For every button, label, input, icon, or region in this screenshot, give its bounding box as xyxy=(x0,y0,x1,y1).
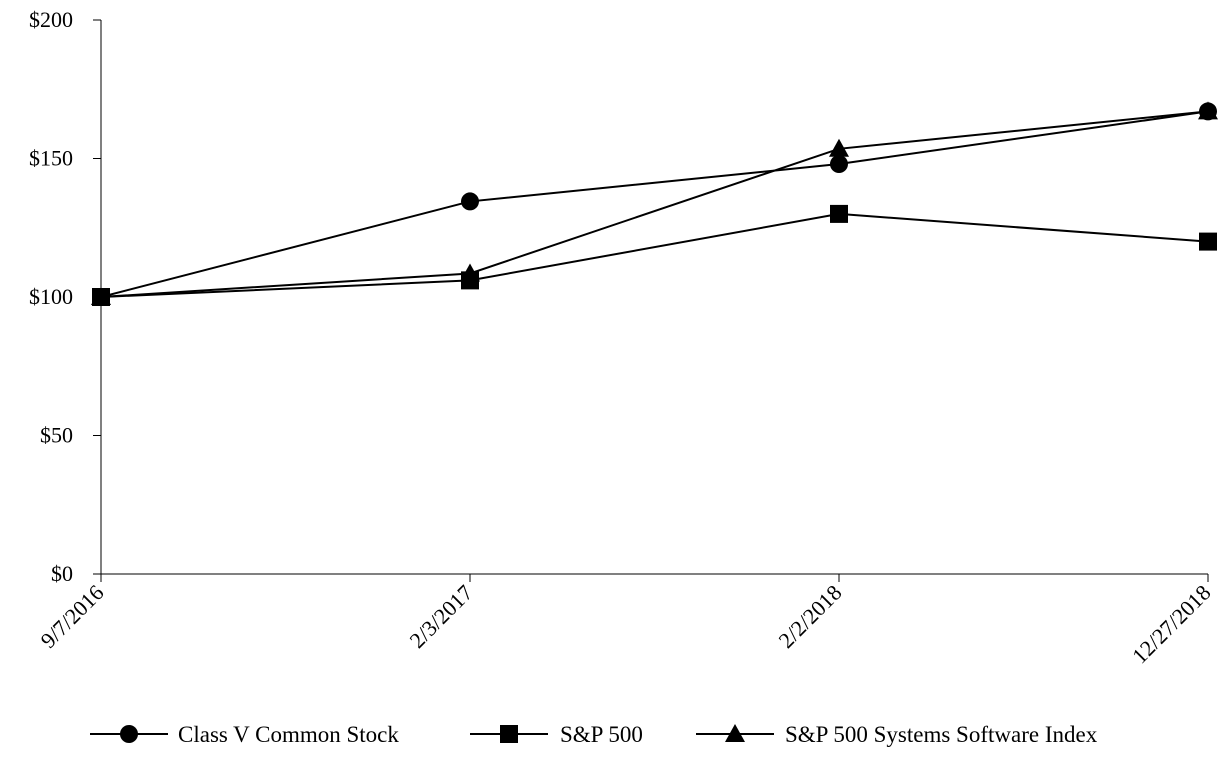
series-lines xyxy=(100,110,1209,298)
axes xyxy=(100,20,1208,575)
legend-marker-triangle xyxy=(725,724,745,742)
legend-label: S&P 500 xyxy=(560,722,643,747)
legend-marker-circle xyxy=(120,725,138,743)
data-point-square xyxy=(830,204,848,223)
data-point-triangle xyxy=(1198,101,1218,120)
data-point-circle xyxy=(830,155,848,174)
y-tick-label: $0 xyxy=(51,561,73,586)
x-tick-label: 12/27/2018 xyxy=(1127,580,1216,669)
y-tick-label: $150 xyxy=(29,146,73,171)
data-point-triangle xyxy=(91,287,111,305)
y-tick-label: $200 xyxy=(29,7,73,32)
data-point-triangle xyxy=(460,263,480,282)
legend-marker-square xyxy=(500,725,518,743)
series-markers xyxy=(91,101,1218,306)
x-tick-label: 2/3/2017 xyxy=(405,580,478,653)
legend-label: S&P 500 Systems Software Index xyxy=(785,722,1098,747)
y-axis-ticks: $0 $50 $100 $150 $200 xyxy=(29,7,101,586)
series-line xyxy=(100,212,1209,298)
y-tick-label: $50 xyxy=(40,423,73,448)
series-line xyxy=(100,110,1209,298)
data-point-square xyxy=(1199,232,1217,251)
x-tick-label: 9/7/2016 xyxy=(36,580,109,653)
legend: Class V Common Stock S&P 500 S&P 500 Syste… xyxy=(90,722,1098,747)
x-axis-ticks: 9/7/2016 2/3/2017 2/2/2018 12/27/2018 xyxy=(36,574,1216,668)
legend-label: Class V Common Stock xyxy=(178,722,399,747)
y-tick-label: $100 xyxy=(29,284,73,309)
data-point-triangle xyxy=(829,138,849,157)
data-point-circle xyxy=(461,192,479,211)
x-tick-label: 2/2/2018 xyxy=(774,580,847,653)
series-line xyxy=(100,110,1209,298)
